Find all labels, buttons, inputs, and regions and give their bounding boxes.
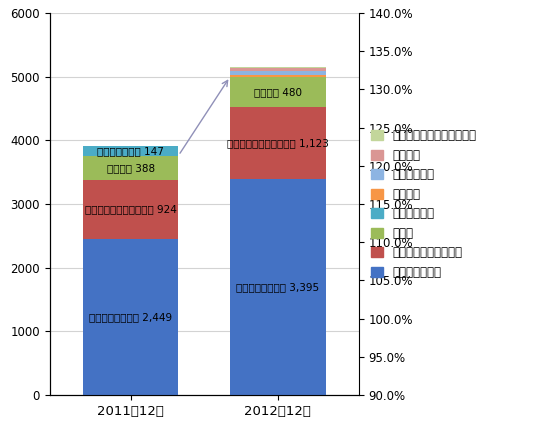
Bar xyxy=(83,155,178,180)
Bar xyxy=(83,146,178,155)
Bar xyxy=(83,180,178,239)
Bar xyxy=(230,71,326,75)
Bar xyxy=(230,75,326,77)
Bar xyxy=(83,239,178,395)
Text: カレコ， 480: カレコ， 480 xyxy=(254,87,302,97)
Text: レオガリバー， 147: レオガリバー， 147 xyxy=(97,146,164,156)
Text: タイムズプラス， 2,449: タイムズプラス， 2,449 xyxy=(89,312,172,322)
Text: オリックスカーシェア， 924: オリックスカーシェア， 924 xyxy=(84,205,177,215)
Text: オリックスカーシェア， 1,123: オリックスカーシェア， 1,123 xyxy=(227,138,329,148)
Legend: ガリバーカーシェアメイト, エコロカ, アース・カー, カリテコ, レオガリバー, カレコ, オリックスカーシェア, タイムズプラス: ガリバーカーシェアメイト, エコロカ, アース・カー, カリテコ, レオガリバー… xyxy=(371,129,476,279)
Text: タイムズプラス， 3,395: タイムズプラス， 3,395 xyxy=(236,282,320,292)
Bar xyxy=(230,179,326,395)
Bar xyxy=(230,69,326,71)
Bar xyxy=(230,67,326,69)
Bar xyxy=(230,77,326,107)
Text: カレコ， 388: カレコ， 388 xyxy=(107,163,155,173)
Bar xyxy=(230,107,326,179)
